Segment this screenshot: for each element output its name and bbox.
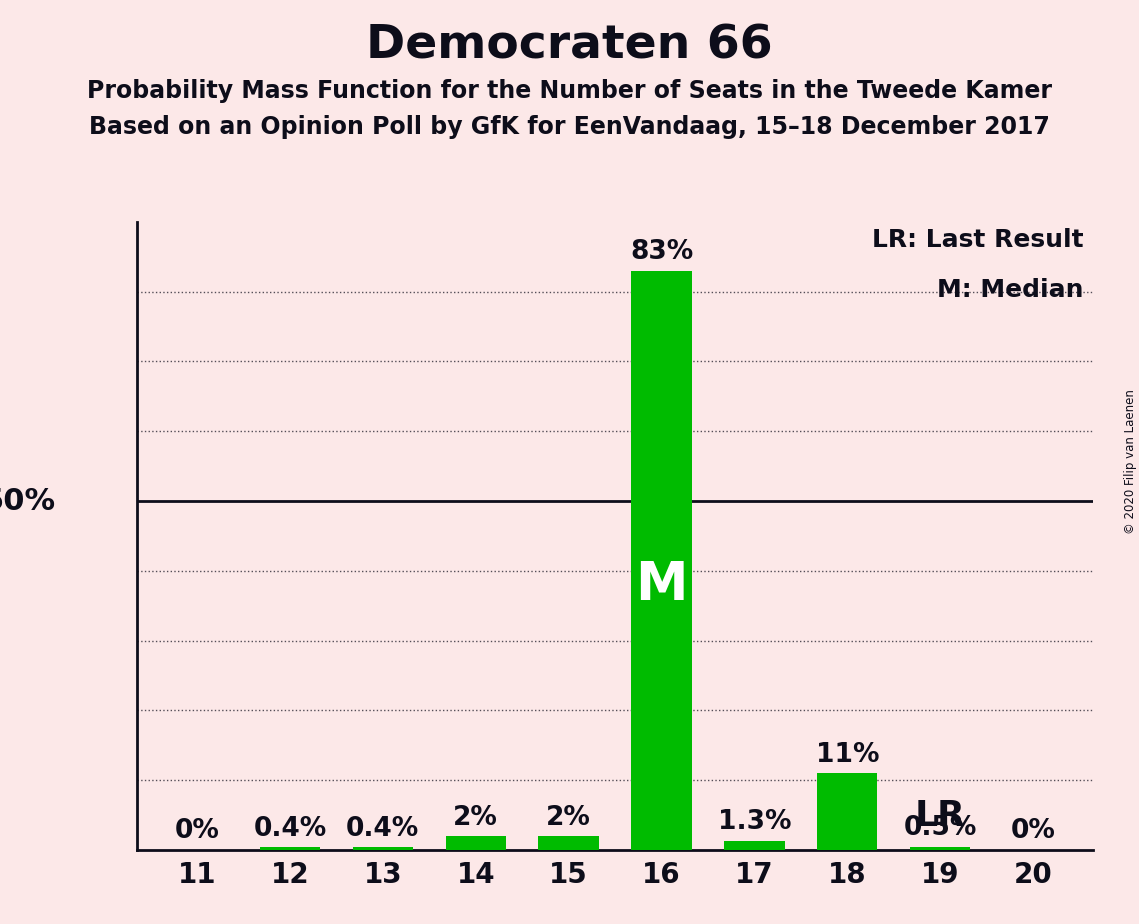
Text: 0.4%: 0.4% — [346, 816, 419, 842]
Text: 0.4%: 0.4% — [253, 816, 327, 842]
Text: 1.3%: 1.3% — [718, 809, 792, 835]
Text: 50%: 50% — [0, 487, 56, 516]
Text: Based on an Opinion Poll by GfK for EenVandaag, 15–18 December 2017: Based on an Opinion Poll by GfK for EenV… — [89, 115, 1050, 139]
Text: 83%: 83% — [630, 239, 694, 265]
Text: 2%: 2% — [453, 805, 498, 831]
Bar — [260, 847, 320, 850]
Text: 0%: 0% — [1010, 819, 1056, 845]
Text: Democraten 66: Democraten 66 — [366, 23, 773, 68]
Text: LR: LR — [915, 798, 966, 833]
Text: 11%: 11% — [816, 742, 879, 768]
Text: M: Median: M: Median — [937, 278, 1084, 302]
Text: 2%: 2% — [547, 805, 591, 831]
Bar — [724, 841, 785, 850]
Bar — [817, 773, 877, 850]
Text: © 2020 Filip van Laenen: © 2020 Filip van Laenen — [1124, 390, 1137, 534]
Text: LR: Last Result: LR: Last Result — [872, 228, 1084, 252]
Bar — [353, 847, 413, 850]
Bar — [539, 836, 599, 850]
Text: Probability Mass Function for the Number of Seats in the Tweede Kamer: Probability Mass Function for the Number… — [87, 79, 1052, 103]
Bar — [631, 271, 691, 850]
Bar — [910, 846, 970, 850]
Text: 0%: 0% — [174, 819, 220, 845]
Text: M: M — [636, 559, 688, 611]
Bar — [445, 836, 506, 850]
Text: 0.5%: 0.5% — [903, 815, 977, 841]
